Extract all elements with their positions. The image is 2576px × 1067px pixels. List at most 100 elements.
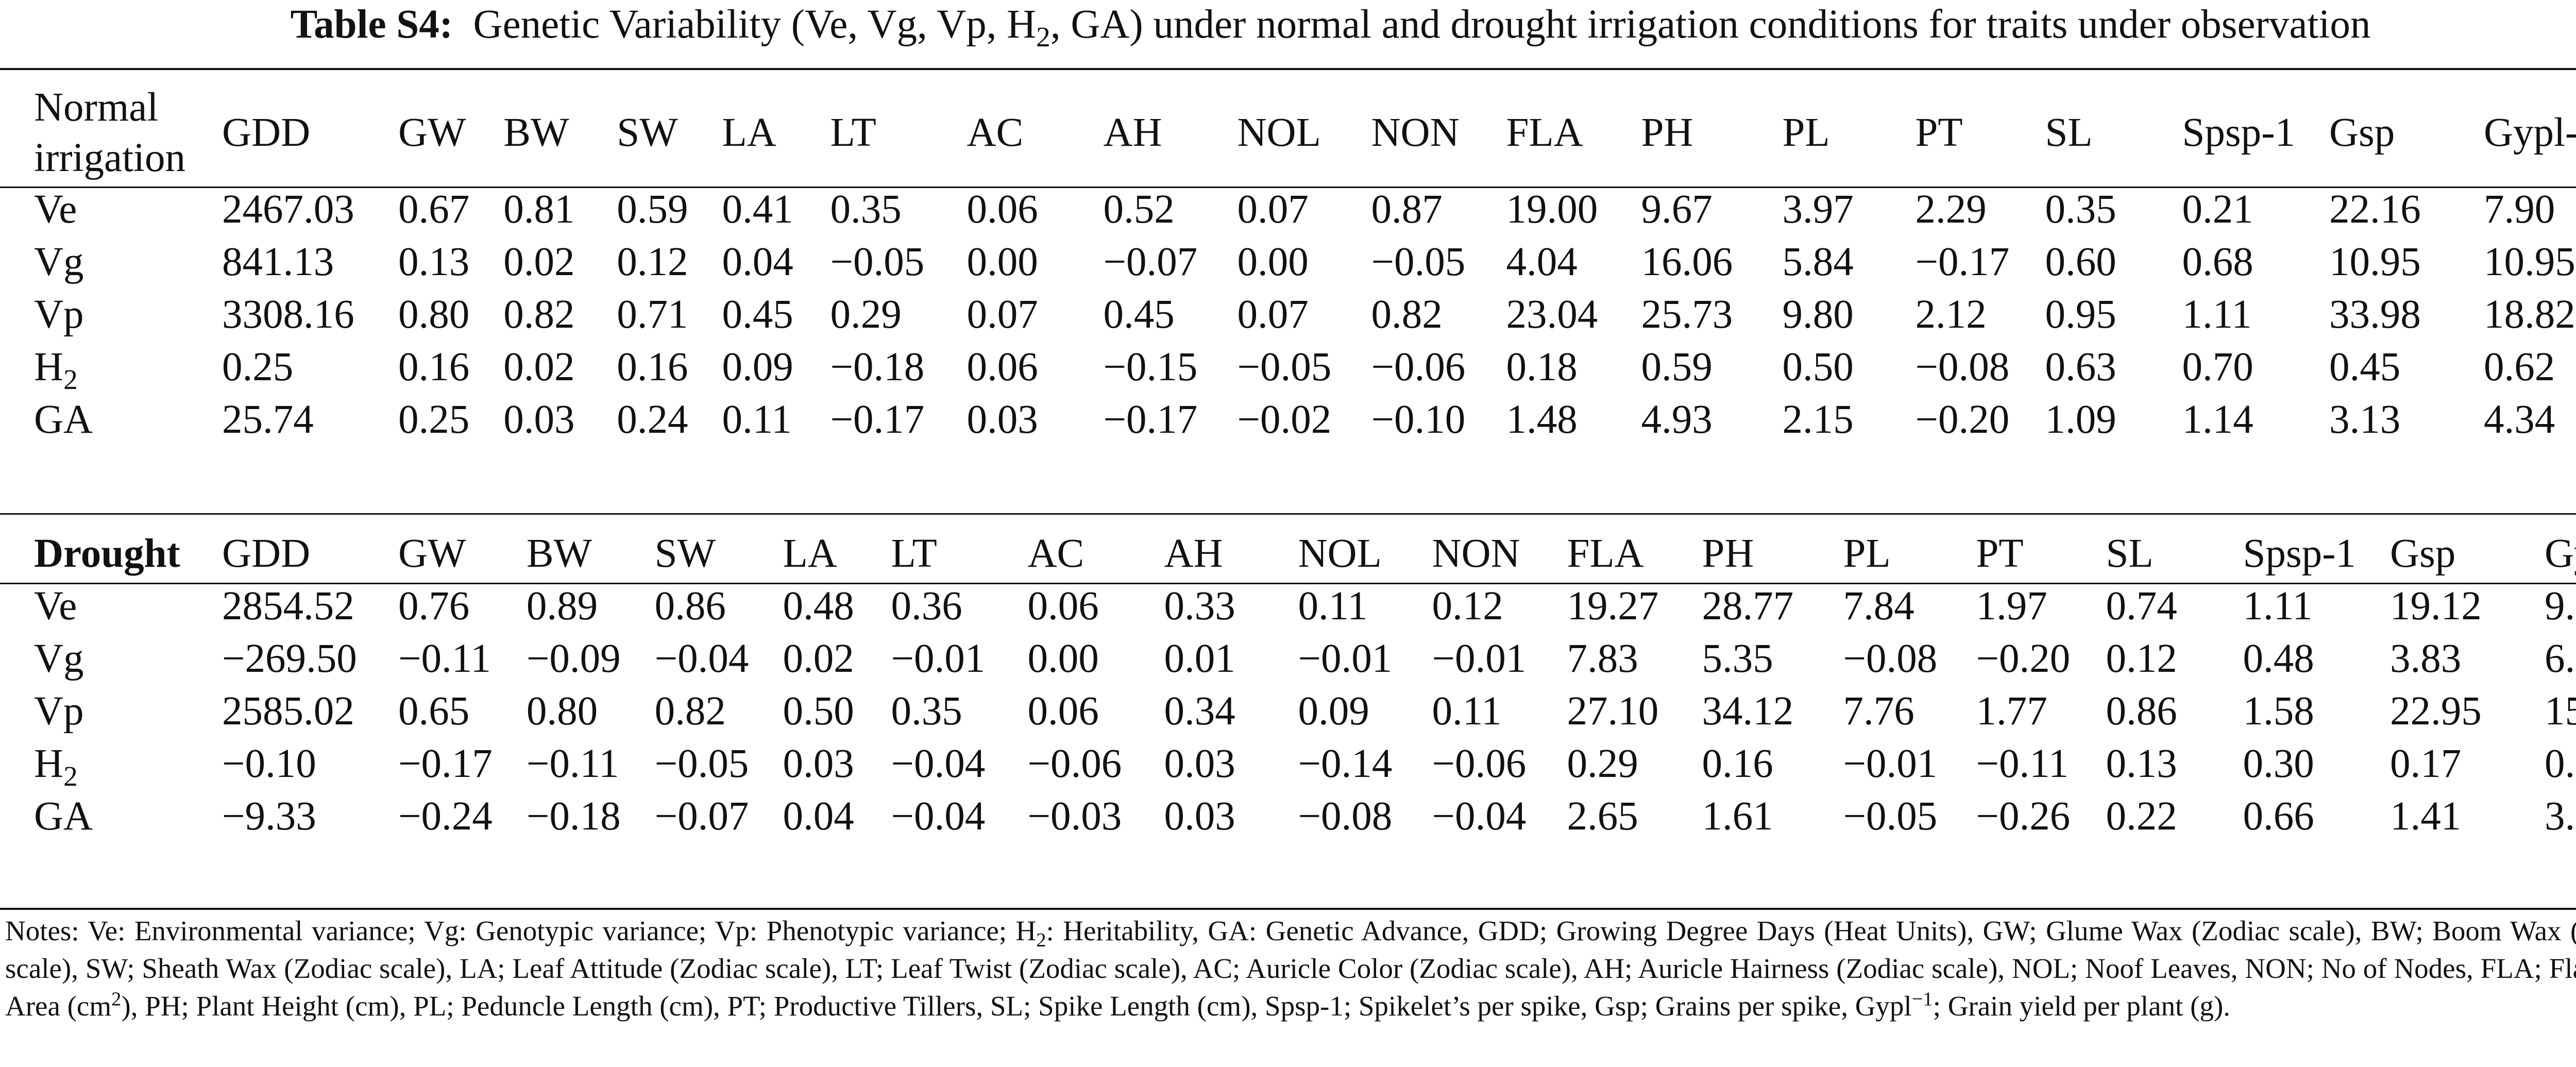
table-cell: 27.10 xyxy=(1567,689,1659,734)
table-cell: 4.04 xyxy=(1506,240,1578,284)
top-rule xyxy=(0,68,2576,70)
table-cell: 0.50 xyxy=(1782,345,1854,389)
column-header: BW xyxy=(503,110,569,155)
table-cell: 0.06 xyxy=(1027,689,1099,734)
table-cell: 0.70 xyxy=(2182,345,2253,389)
table-cell: 0.04 xyxy=(783,794,854,839)
column-header: NOL xyxy=(1298,531,1382,576)
table-cell: 3.97 xyxy=(1782,187,1854,232)
table-cell: 0.16 xyxy=(398,345,470,389)
table-cell: 0.41 xyxy=(722,187,793,232)
table-cell: −0.20 xyxy=(1915,397,2010,442)
table-cell: 841.13 xyxy=(222,240,334,284)
table-cell: 0.01 xyxy=(1164,636,1235,681)
table-cell: 1.11 xyxy=(2182,292,2252,337)
table-cell: 15.90 xyxy=(2544,689,2576,734)
table-row: GA −9.33 −0.24 −0.18 −0.07 0.04 −0.04 −0.03 0.03… xyxy=(0,790,2576,843)
column-header: Gsp xyxy=(2329,110,2395,155)
row-label: Ve xyxy=(34,584,77,629)
table-cell: 9.84 xyxy=(2544,584,2576,629)
table-cell: −0.11 xyxy=(1976,741,2069,786)
normal-irrigation-table: Normal irrigation GDD GW BW SW LA LT AC AH NOL NON… xyxy=(0,82,2576,446)
table-cell: 0.02 xyxy=(783,636,854,681)
table-cell: −0.06 xyxy=(1432,741,1527,786)
table-cell: 0.12 xyxy=(2106,636,2177,681)
table-cell: 0.71 xyxy=(617,292,688,337)
table-cell: −0.07 xyxy=(654,794,749,839)
table-cell: 0.52 xyxy=(1103,187,1175,232)
table-cell: 2467.03 xyxy=(222,187,354,232)
table-cell: 0.35 xyxy=(891,689,962,734)
normal-section-label: Normal irrigation xyxy=(34,85,185,180)
table-cell: 10.95 xyxy=(2484,240,2575,284)
table-row: Ve 2467.03 0.67 0.81 0.59 0.41 0.35 0.06 0.52 0.0… xyxy=(0,183,2576,236)
table-cell: 10.95 xyxy=(2329,240,2421,284)
table-cell: 2.12 xyxy=(1915,292,1987,337)
row-label: GA xyxy=(34,397,93,442)
table-cell: 9.80 xyxy=(1782,292,1854,337)
table-cell: 0.74 xyxy=(2106,584,2177,629)
table-cell: 0.29 xyxy=(830,292,902,337)
column-header: PT xyxy=(1915,110,1963,155)
table-cell: 4.93 xyxy=(1641,397,1713,442)
table-cell: 0.35 xyxy=(830,187,902,232)
table-cell: 1.11 xyxy=(2243,584,2313,629)
table-cell: 0.39 xyxy=(2544,741,2576,786)
column-header: SW xyxy=(617,110,678,155)
table-cell: 0.02 xyxy=(503,240,575,284)
table-cell: 7.84 xyxy=(1843,584,1914,629)
table-cell: 0.80 xyxy=(526,689,598,734)
table-cell: 0.87 xyxy=(1371,187,1443,232)
row-label: Vg xyxy=(34,636,84,681)
table-cell: 0.02 xyxy=(503,345,575,389)
column-header: LT xyxy=(891,531,937,576)
column-header: SL xyxy=(2106,531,2154,576)
row-label: Vg xyxy=(34,240,84,284)
table-cell: −9.33 xyxy=(222,794,316,839)
notes-sub-1: 2 xyxy=(1036,929,1046,951)
table-cell: −0.11 xyxy=(526,741,619,786)
table-cell: −0.04 xyxy=(891,794,986,839)
table-cell: 0.30 xyxy=(2243,741,2314,786)
table-cell: 0.17 xyxy=(2389,741,2462,786)
row-label: H2 xyxy=(34,741,78,792)
table-notes: Notes: Ve: Environmental variance; Vg: G… xyxy=(5,912,2576,1025)
table-cell: 0.00 xyxy=(1027,636,1099,681)
table-cell: 0.45 xyxy=(722,292,793,337)
row-label: Vp xyxy=(34,689,84,734)
table-cell: 0.06 xyxy=(967,345,1038,389)
table-cell: 0.24 xyxy=(617,397,688,442)
table-cell: 0.34 xyxy=(1164,689,1235,734)
table-cell: 0.03 xyxy=(503,397,575,442)
table-cell: −0.04 xyxy=(654,636,749,681)
table-cell: 0.95 xyxy=(2045,292,2116,337)
table-cell: −0.01 xyxy=(1432,636,1527,681)
table-cell: 19.27 xyxy=(1567,584,1659,629)
table-cell: 0.18 xyxy=(1506,345,1578,389)
table-cell: 0.09 xyxy=(1298,689,1369,734)
table-cell: −0.04 xyxy=(1432,794,1527,839)
table-cell: 1.14 xyxy=(2182,397,2253,442)
table-cell: 7.76 xyxy=(1843,689,1914,734)
table-row: H2 −0.10 −0.17 −0.11 −0.05 0.03 −0.04 −0.06 0.03… xyxy=(0,738,2576,790)
table-cell: 0.12 xyxy=(1432,584,1503,629)
table-cell: 7.90 xyxy=(2484,187,2555,232)
column-header: NON xyxy=(1371,110,1460,155)
table-row: Vp 2585.02 0.65 0.80 0.82 0.50 0.35 0.06 0.34 0.0… xyxy=(0,685,2576,738)
table-cell: 0.00 xyxy=(1237,240,1309,284)
column-header: LA xyxy=(722,110,776,155)
caption-text-end: , GA) under normal and drought irrigatio… xyxy=(1050,2,2371,47)
table-cell: −0.17 xyxy=(398,741,493,786)
bottom-rule xyxy=(0,908,2576,910)
column-header: GDD xyxy=(222,110,311,155)
caption-label: Table S4: xyxy=(290,2,453,47)
table-cell: 0.13 xyxy=(398,240,470,284)
table-cell: 34.12 xyxy=(1702,689,1794,734)
table-cell: 1.09 xyxy=(2045,397,2116,442)
table-cell: 0.86 xyxy=(654,584,726,629)
table-cell: 0.86 xyxy=(2106,689,2177,734)
column-header: PL xyxy=(1843,531,1891,576)
table-cell: 0.11 xyxy=(1298,584,1368,629)
table-cell: 1.58 xyxy=(2243,689,2314,734)
table-cell: −0.08 xyxy=(1298,794,1393,839)
